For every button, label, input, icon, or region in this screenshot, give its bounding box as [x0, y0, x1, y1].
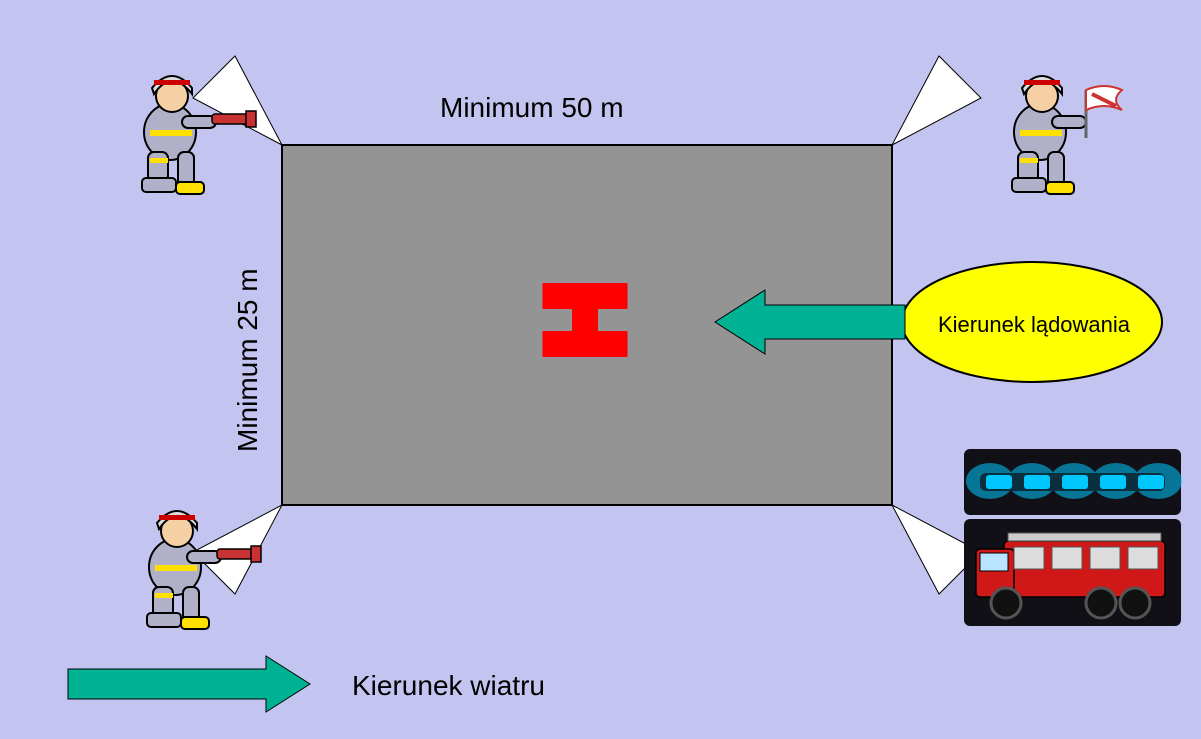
top-dimension-label: Minimum 50 m — [440, 92, 624, 124]
diagram-canvas: Minimum 50 m Minimum 25 m Kierunek lądow… — [0, 0, 1201, 739]
left-dimension-label: Minimum 25 m — [232, 268, 264, 452]
wind-direction-arrow-icon — [68, 656, 310, 712]
wind-direction-label: Kierunek wiatru — [352, 670, 545, 702]
firefighter-icon — [1012, 76, 1122, 194]
light-cone-icon — [892, 56, 981, 145]
h-marker-icon — [572, 283, 598, 357]
light-cone-icon — [193, 56, 282, 145]
landing-direction-label: Kierunek lądowania — [938, 312, 1130, 338]
fire-truck-icon — [964, 449, 1182, 626]
